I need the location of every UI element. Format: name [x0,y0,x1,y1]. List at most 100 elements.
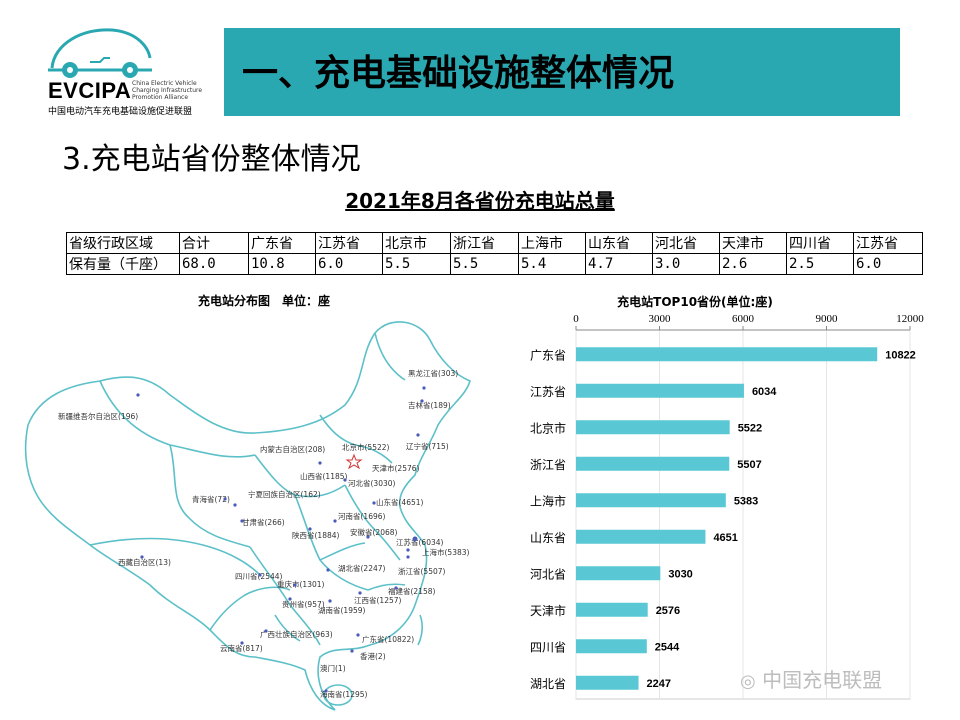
category-label: 上海市 [530,493,566,508]
map-label: 重庆市(1301) [277,579,325,589]
table-cell: 上海市 [518,232,586,254]
map-label: 宁夏回族自治区(162) [248,489,321,499]
x-tick-label: 6000 [732,313,755,325]
map-label: 海南省(1295) [320,689,368,699]
category-label: 河北省 [530,567,566,581]
x-tick-label: 3000 [649,313,672,325]
map-label: 内蒙古自治区(208) [260,444,325,454]
bar [576,383,744,398]
bar-series: 10822 6034 5522 5507 5383 4651 3030 2576 2544 224… [576,347,916,690]
table-cell: 5.4 [518,253,586,275]
map-label: 西藏自治区(13) [118,557,171,567]
map-label: 北京市(5522) [342,442,390,452]
table-cell: 3.0 [652,253,720,275]
stats-table: 省级行政区域 合计 广东省 江苏省 北京市 浙江省 上海市 山东省 河北省 天津… [66,232,923,275]
map-label: 湖北省(2247) [338,563,386,573]
map-label: 河南省(1696) [338,511,386,521]
bar-value-label: 5522 [738,422,762,434]
bar [576,420,730,435]
map-label: 黑龙江省(303) [408,368,458,378]
section-title: 3.充电站省份整体情况 [62,142,361,177]
table-cell: 省级行政区域 [66,232,180,254]
category-label: 江苏省 [530,385,566,399]
map-label: 天津市(2576) [372,463,420,473]
bar [576,456,730,471]
car-plug-logo-icon [48,28,152,78]
map-label: 安徽省(2068) [350,527,398,537]
map-label: 福建省(2158) [388,586,436,596]
map-label: 浙江省(5507) [398,566,446,576]
banner-title: 一、充电基础设施整体情况 [242,53,675,94]
watermark: ◎ 中国充电联盟 [740,664,882,693]
evcipa-logo [40,22,210,122]
category-label: 北京市 [530,420,566,435]
map-label: 吉林省(189) [408,400,451,410]
bar-axis: 0 3000 6000 9000 12000 广东省江苏省北京市浙江省上海市山东省河北省天… [530,313,924,700]
table-cell: 6.0 [315,253,383,275]
table-cell: 6.0 [853,253,923,275]
bar-value-label: 2544 [655,641,680,653]
map-label: 贵州省(957) [282,599,325,609]
bar [576,639,647,654]
table-cell: 江苏省 [853,232,923,254]
wechat-icon: ◎ [740,671,756,692]
watermark-text: 中国充电联盟 [762,668,883,692]
category-label: 湖北省 [530,676,566,691]
map-label: 山东省(4651) [376,497,424,507]
top10-bar-chart: 充电站TOP10省份(单位:座) 0 3000 6000 9000 12000 广东省江苏… [530,294,924,700]
table-cell: 5.5 [382,253,451,275]
table-cell: 保有量（千座） [66,253,180,275]
map-label: 湖南省(1959) [318,605,366,615]
table-cell: 浙江省 [450,232,519,254]
table-cell: 江苏省 [315,232,383,254]
table-cell: 四川省 [786,232,854,254]
category-label: 四川省 [530,640,566,654]
table-cell: 5.5 [450,253,519,275]
map-label: 云南省(817) [220,643,263,653]
map-label: 江苏省(6034) [396,537,444,547]
map-label: 青海省(72) [192,494,230,504]
bar-value-label: 5507 [737,459,761,471]
bar-value-label: 2576 [656,605,680,617]
map-label: 广西壮族自治区(963) [260,629,333,639]
bar [576,566,661,581]
bar [576,529,706,544]
map-label: 广东省(10822) [362,634,414,644]
map-label: 河北省(3030) [348,478,396,488]
map-labels: 黑龙江省(303) 吉林省(189) 辽宁省(715) 北京市(5522) 天津… [58,368,470,699]
logo-subtitle: China Electric Vehicle Charging Infrastr… [132,80,203,101]
bar-value-label: 3030 [668,568,692,580]
map-label: 江西省(1257) [354,595,402,605]
table-header-row: 省级行政区域 合计 广东省 江苏省 北京市 浙江省 上海市 山东省 河北省 天津… [66,232,923,254]
map-label: 甘肃省(266) [242,517,285,527]
bar [576,347,878,362]
table-cell: 68.0 [179,253,249,275]
table-cell: 10.8 [248,253,316,275]
bar-value-label: 5383 [734,495,758,507]
table-row: 保有量（千座） 68.0 10.8 6.0 5.5 5.5 5.4 4.7 3.… [66,253,923,275]
map-title: 充电站分布图 单位：座 [198,294,331,308]
map-label: 香港(2) [360,651,386,661]
taiwan-island [417,614,423,646]
category-label: 广东省 [530,348,566,362]
x-tick-label: 12000 [896,313,924,325]
china-map: 黑龙江省(303) 吉林省(189) 辽宁省(715) 北京市(5522) 天津… [24,321,471,711]
table-cell: 2.5 [786,253,854,275]
table-cell: 山东省 [585,232,653,254]
map-label: 新疆维吾尔自治区(196) [58,411,138,421]
table-cell: 河北省 [652,232,720,254]
table-cell: 天津市 [719,232,787,254]
category-label: 浙江省 [530,458,566,472]
map-label: 山西省(1185) [300,471,348,481]
table-cell: 合计 [179,232,249,254]
logo-cn-name: 中国电动汽车充电基础设施促进联盟 [48,107,193,117]
map-label: 陕西省(1884) [292,530,340,540]
table-cell: 广东省 [248,232,316,254]
bar-value-label: 10822 [885,349,916,361]
bar [576,675,639,690]
bar-value-label: 4651 [713,532,737,544]
x-tick-label: 9000 [816,313,839,325]
main-title: 2021年8月各省份充电站总量 [345,189,615,213]
bar-value-label: 2247 [647,678,671,690]
logo-title: EVCIPA [48,78,132,103]
